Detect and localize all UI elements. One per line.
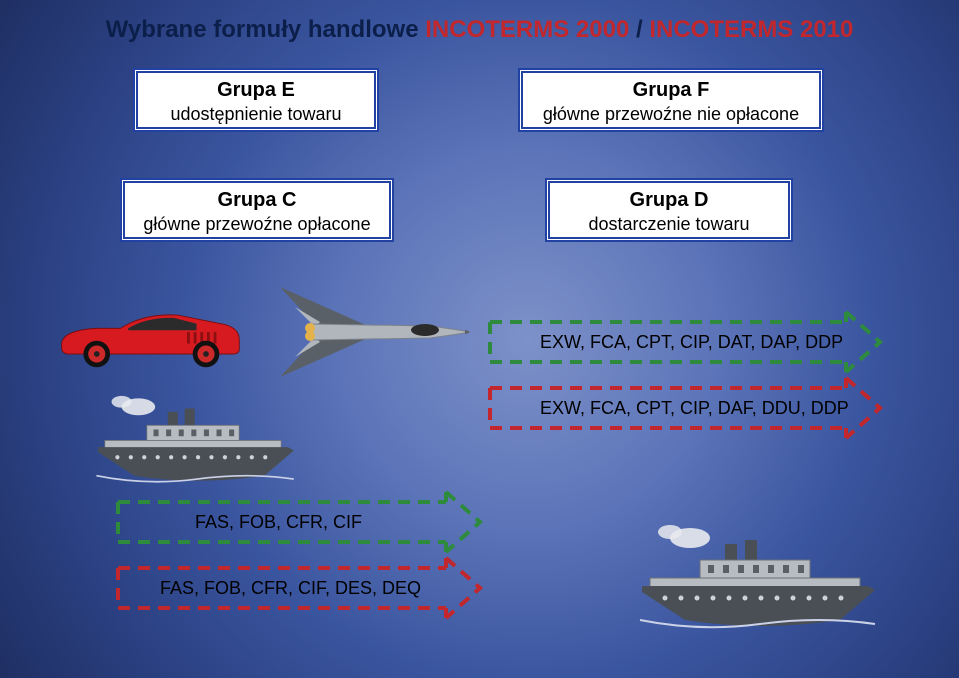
group-e-sub: udostępnienie towaru xyxy=(148,104,364,125)
title-prefix: Wybrane formuły handlowe xyxy=(106,16,426,43)
group-f-sub: główne przewoźne nie opłacone xyxy=(533,104,809,125)
group-d-sub: dostarczenie towaru xyxy=(560,214,778,235)
group-box-d: Grupa D dostarczenie towaru xyxy=(545,178,793,242)
group-c-sub: główne przewoźne opłacone xyxy=(135,214,379,235)
slide-root: Wybrane formuły handlowe INCOTERMS 2000 … xyxy=(0,0,959,678)
slide-title: Wybrane formuły handlowe INCOTERMS 2000 … xyxy=(0,16,959,44)
car-icon xyxy=(54,300,244,370)
group-d-title: Grupa D xyxy=(560,189,778,212)
group-f-title: Grupa F xyxy=(533,79,809,102)
group-e-title: Grupa E xyxy=(148,79,364,102)
arrow-red-top-label: EXW, FCA, CPT, CIP, DAF, DDU, DDP xyxy=(540,398,849,419)
group-c-title: Grupa C xyxy=(135,189,379,212)
ship-right-icon xyxy=(630,520,880,635)
title-sep: / xyxy=(636,16,649,43)
arrow-green-bottom-label: FAS, FOB, CFR, CIF xyxy=(195,512,362,533)
title-red2: INCOTERMS 2010 xyxy=(649,16,853,43)
arrow-green-top-label: EXW, FCA, CPT, CIP, DAT, DAP, DDP xyxy=(540,332,843,353)
group-box-f: Grupa F główne przewoźne nie opłacone xyxy=(518,68,824,132)
jet-icon xyxy=(260,272,480,392)
title-red1: INCOTERMS 2000 xyxy=(425,16,629,43)
group-box-c: Grupa C główne przewoźne opłacone xyxy=(120,178,394,242)
arrow-red-bottom-label: FAS, FOB, CFR, CIF, DES, DEQ xyxy=(160,578,421,599)
group-box-e: Grupa E udostępnienie towaru xyxy=(133,68,379,132)
ship-left-icon xyxy=(88,390,298,490)
